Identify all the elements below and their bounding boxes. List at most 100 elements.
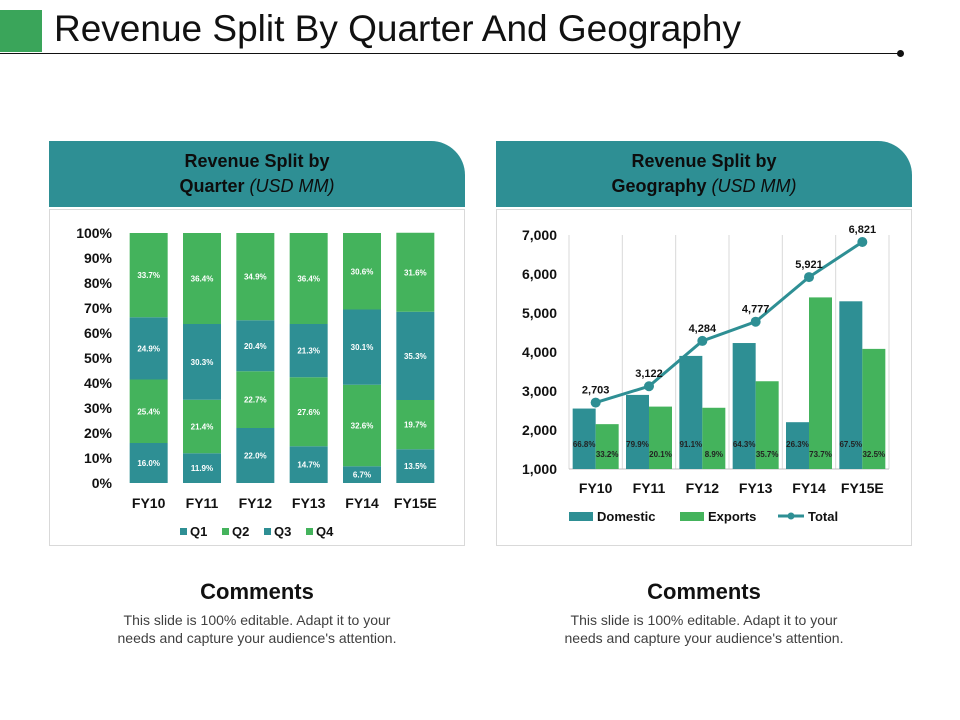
data-label: 32.6% — [351, 422, 374, 431]
total-value-label: 2,703 — [582, 385, 610, 397]
left-comments-title: Comments — [200, 579, 314, 604]
total-point — [804, 272, 814, 283]
data-label: 6.7% — [353, 471, 371, 480]
legend-marker-total — [787, 512, 795, 520]
bar-exports — [862, 348, 886, 469]
data-label: 36.4% — [191, 275, 214, 284]
bar-segment-q3 — [236, 320, 275, 372]
total-point — [644, 381, 654, 392]
title-underline — [0, 53, 900, 54]
x-tick-label: FY12 — [686, 480, 720, 496]
data-label: 22.0% — [244, 452, 267, 461]
data-label: 22.7% — [244, 396, 267, 405]
x-tick-label: FY10 — [579, 480, 613, 496]
data-label: 30.6% — [351, 267, 374, 276]
domestic-pct-label: 66.8% — [573, 440, 596, 449]
quarter-stacked-bar-chart: 0% 10% 20% 30% 40% 50% 60% 70% 80% 90% 100% 16.0% 25… — [76, 225, 437, 539]
y-tick-label: 50% — [84, 350, 113, 366]
data-label: 34.9% — [244, 273, 267, 282]
bar-exports — [755, 381, 779, 469]
domestic-pct-label: 67.5% — [839, 440, 862, 449]
bar-segment-q3 — [396, 311, 435, 400]
data-label: 33.7% — [137, 271, 160, 280]
y-tick-label: 5,000 — [522, 305, 557, 321]
bar-segment-q3 — [289, 324, 328, 378]
quarter-chart-panel: 0% 10% 20% 30% 40% 50% 60% 70% 80% 90% 100% 16.0% 25… — [49, 209, 465, 546]
data-label: 25.4% — [137, 407, 160, 416]
x-tick-label: FY15E — [841, 480, 884, 496]
legend-label-domestic: Domestic — [597, 509, 656, 524]
total-value-label: 4,284 — [689, 323, 717, 335]
legend-label-q2: Q2 — [232, 524, 249, 539]
x-tick-label: FY15E — [394, 495, 437, 511]
legend-label-exports: Exports — [708, 509, 756, 524]
legend-swatch-q2 — [222, 528, 229, 535]
data-label: 24.9% — [137, 344, 160, 353]
total-value-label: 4,777 — [742, 304, 770, 316]
bar-segment-q1 — [343, 466, 381, 483]
bar-segment-q2 — [396, 400, 435, 450]
y-tick-label: 60% — [84, 325, 113, 341]
legend-swatch-q3 — [264, 528, 271, 535]
exports-pct-label: 8.9% — [705, 450, 723, 459]
bar-segment-q3 — [343, 309, 381, 385]
geography-panel-header: Revenue Split by Geography (USD MM) — [496, 141, 912, 207]
legend-swatch-domestic — [569, 512, 593, 521]
data-label: 36.4% — [297, 275, 320, 284]
bar-segment-q2 — [183, 399, 221, 454]
data-label: 19.7% — [404, 421, 427, 430]
y-tick-label: 2,000 — [522, 422, 557, 438]
total-line — [595, 240, 864, 405]
data-label: 16.0% — [137, 459, 160, 468]
right-comments-line1: This slide is 100% editable. Adapt it to… — [570, 612, 838, 628]
legend-label-q1: Q1 — [190, 524, 207, 539]
y-tick-label: 90% — [84, 250, 113, 266]
y-tick-label: 10% — [84, 450, 113, 466]
y-tick-label: 70% — [84, 300, 113, 316]
y-tick-label: 40% — [84, 375, 113, 391]
x-tick-label: FY11 — [186, 495, 219, 511]
right-comments-title: Comments — [647, 579, 761, 604]
data-label: 27.6% — [297, 408, 320, 417]
quarter-panel-heading-unit: (USD MM) — [249, 176, 335, 196]
y-tick-label: 30% — [84, 400, 113, 416]
bar-segment-q4 — [289, 233, 328, 324]
y-tick-label: 80% — [84, 275, 113, 291]
geography-panel-heading-line1: Revenue Split by — [631, 151, 777, 171]
bar-segment-q4 — [396, 232, 435, 312]
total-value-label: 6,821 — [849, 224, 877, 236]
bar-domestic — [786, 422, 809, 469]
bar-segment-q1 — [236, 428, 275, 483]
exports-pct-label: 35.7% — [756, 450, 779, 459]
exports-pct-label: 20.1% — [649, 450, 672, 459]
quarter-panel-heading-line2: Quarter — [179, 176, 245, 196]
bar-domestic — [839, 301, 863, 469]
quarter-panel-header: Revenue Split by Quarter (USD MM) — [49, 141, 465, 207]
domestic-pct-label: 26.3% — [786, 440, 809, 449]
bar-segment-q2 — [236, 371, 275, 428]
x-tick-label: FY14 — [345, 495, 379, 511]
right-comments-text: This slide is 100% editable. Adapt it to… — [496, 611, 912, 647]
bar-exports — [649, 406, 672, 469]
bar-segment-q3 — [129, 317, 168, 380]
bar-segment-q4 — [236, 233, 275, 321]
data-label: 30.3% — [191, 358, 214, 367]
bar-segment-q2 — [129, 379, 168, 443]
geography-panel-heading-line2: Geography — [611, 176, 707, 196]
legend-label-q4: Q4 — [316, 524, 334, 539]
x-tick-label: FY12 — [239, 495, 273, 511]
data-label: 20.4% — [244, 342, 267, 351]
bar-segment-q1 — [396, 449, 435, 483]
total-value-label: 5,921 — [795, 259, 823, 271]
legend-swatch-q1 — [180, 528, 187, 535]
y-tick-label: 3,000 — [522, 383, 557, 399]
left-comments-line2: needs and capture your audience's attent… — [117, 630, 397, 646]
right-comments-line2: needs and capture your audience's attent… — [564, 630, 844, 646]
data-label: 21.4% — [191, 423, 214, 432]
total-value-label: 3,122 — [635, 368, 663, 380]
bar-exports — [809, 297, 832, 469]
bar-domestic — [626, 394, 649, 469]
legend-label-q3: Q3 — [274, 524, 291, 539]
y-tick-label: 6,000 — [522, 266, 557, 282]
total-point — [590, 397, 601, 408]
